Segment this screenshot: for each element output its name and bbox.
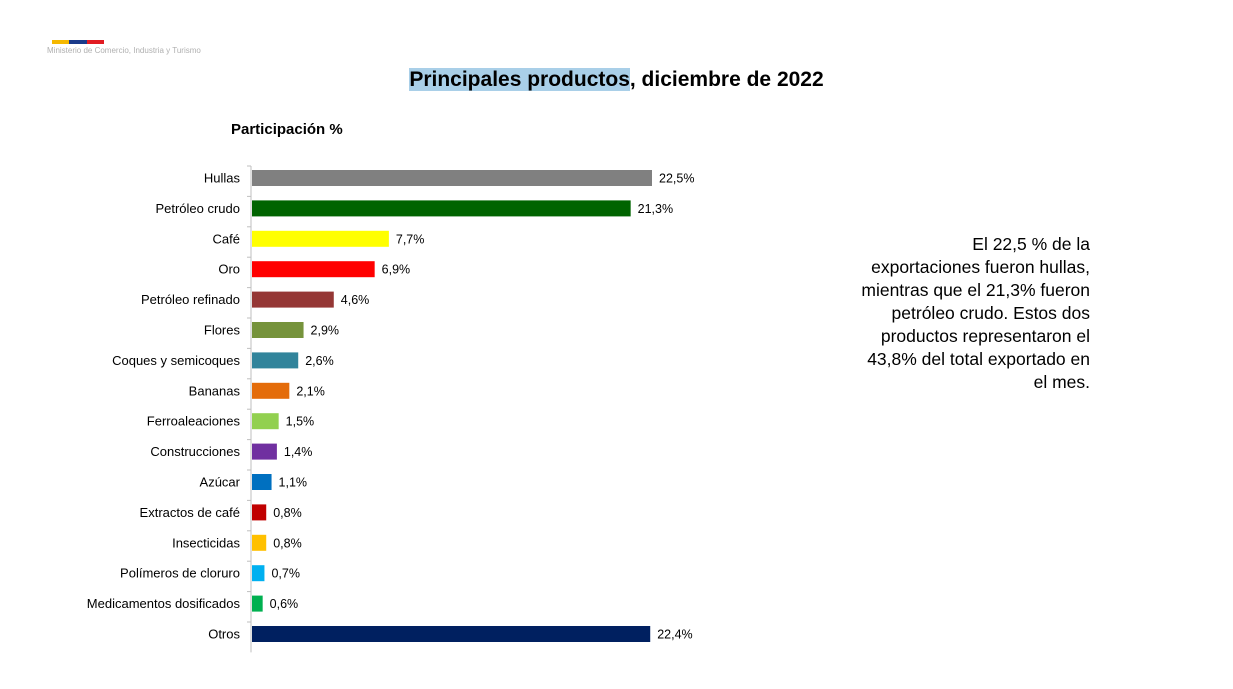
category-label: Flores bbox=[204, 323, 241, 338]
bar bbox=[252, 170, 652, 186]
category-label: Petróleo crudo bbox=[155, 201, 240, 216]
data-label: 6,9% bbox=[382, 263, 411, 277]
category-label: Extractos de café bbox=[140, 505, 240, 520]
category-label: Oro bbox=[218, 262, 240, 277]
bar bbox=[252, 413, 279, 430]
data-label: 0,6% bbox=[270, 597, 299, 611]
title-rest: , diciembre de 2022 bbox=[629, 68, 824, 91]
category-label: Medicamentos dosificados bbox=[87, 596, 241, 611]
category-label: Azúcar bbox=[200, 475, 241, 490]
data-label: 0,7% bbox=[271, 567, 300, 581]
bar bbox=[252, 474, 272, 490]
data-label: 0,8% bbox=[273, 506, 302, 520]
logo-stripe bbox=[52, 40, 104, 44]
data-label: 1,1% bbox=[279, 476, 308, 490]
data-label: 1,4% bbox=[284, 445, 313, 459]
bar bbox=[252, 322, 304, 338]
category-label: Construcciones bbox=[150, 444, 240, 459]
bar bbox=[252, 230, 389, 247]
bar bbox=[252, 626, 651, 642]
bar bbox=[252, 534, 267, 551]
data-label: 22,5% bbox=[659, 172, 694, 186]
bar bbox=[252, 261, 375, 278]
bar bbox=[252, 291, 334, 308]
data-label: 7,7% bbox=[396, 232, 425, 246]
data-label: 1,5% bbox=[286, 415, 315, 429]
data-label: 2,1% bbox=[296, 384, 325, 398]
logo-stripe-red bbox=[86, 40, 104, 44]
ministry-label: Ministerio de Comercio, Industria y Turi… bbox=[47, 46, 201, 55]
category-label: Hullas bbox=[204, 171, 241, 186]
bar bbox=[252, 595, 263, 612]
logo-stripe-yellow bbox=[52, 40, 70, 44]
category-label: Café bbox=[213, 231, 240, 246]
category-label: Ferroaleaciones bbox=[147, 414, 241, 429]
data-label: 2,6% bbox=[305, 354, 334, 368]
bar bbox=[252, 382, 290, 399]
logo-stripe-blue bbox=[69, 40, 87, 44]
category-label: Insecticidas bbox=[172, 535, 240, 550]
category-label: Polímeros de cloruro bbox=[120, 566, 240, 581]
bar bbox=[252, 352, 299, 369]
category-label: Coques y semicoques bbox=[112, 353, 240, 368]
category-label: Bananas bbox=[189, 383, 241, 398]
bar bbox=[252, 565, 265, 582]
data-label: 4,6% bbox=[341, 293, 370, 307]
category-label: Otros bbox=[208, 627, 240, 642]
title-highlight: Principales productos bbox=[409, 68, 630, 91]
bar bbox=[252, 200, 631, 217]
chart-title: Participación % bbox=[231, 121, 343, 138]
data-label: 21,3% bbox=[638, 202, 673, 216]
bar bbox=[252, 504, 267, 521]
bar bbox=[252, 443, 277, 460]
page-title: Principales productos, diciembre de 2022 bbox=[0, 68, 1233, 92]
summary-note: El 22,5 % de la exportaciones fueron hul… bbox=[861, 234, 1090, 392]
data-label: 0,8% bbox=[273, 536, 302, 550]
data-label: 22,4% bbox=[657, 628, 692, 642]
data-label: 2,9% bbox=[311, 324, 340, 338]
category-label: Petróleo refinado bbox=[141, 292, 240, 307]
